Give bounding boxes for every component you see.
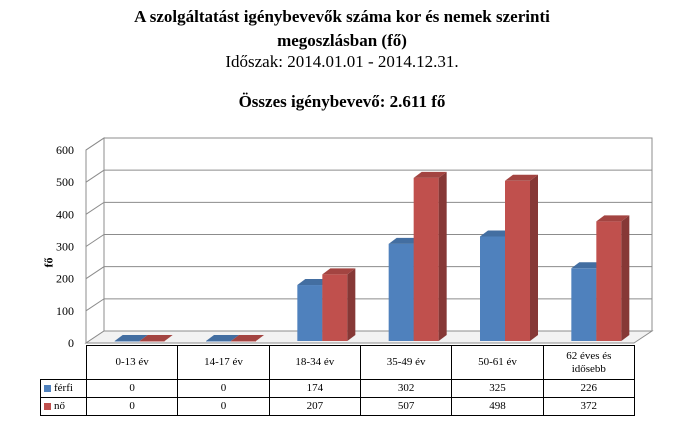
y-tick-label: 500 (56, 175, 74, 189)
table-row: nő 0 0 207 507 498 372 (40, 397, 635, 416)
y-tick-label: 200 (56, 272, 74, 286)
data-table: 0-13 év 14-17 év 18-34 év 35-49 év 50-61 év 6… (40, 345, 635, 416)
y-tick-label: 0 (68, 336, 74, 350)
chart-title-line1: A szolgáltatást igénybevevők száma kor é… (134, 7, 550, 26)
x-tick-label: 62 éves és idősebb (542, 345, 635, 380)
bar-nő-3 (413, 171, 447, 341)
bar-nő-4 (505, 174, 538, 341)
data-label: 207 (268, 397, 361, 416)
bar-nő-2 (322, 268, 356, 341)
legend-entry: férfi (40, 379, 87, 398)
data-label: 0 (177, 379, 270, 398)
x-tick-label-line: idősebb (571, 362, 606, 375)
gridline (85, 169, 652, 183)
gridline (85, 234, 652, 247)
bar-nő-1 (231, 335, 264, 342)
legend-label: férfi (54, 382, 73, 394)
y-tick-label: 300 (56, 240, 74, 254)
chart-title-line2: megoszlásban (fő) (277, 31, 407, 50)
data-label: 0 (85, 397, 179, 416)
x-tick-label-line: 18-34 év (295, 356, 335, 368)
data-label: 0 (177, 397, 270, 416)
x-tick-label: 35-49 év (359, 345, 453, 380)
data-label: 226 (542, 379, 635, 398)
x-tick-label: 14-17 év (177, 345, 270, 380)
x-tick-label-line: 35-49 év (386, 356, 426, 368)
table-corner (40, 345, 87, 380)
legend-swatch (44, 384, 51, 392)
x-tick-label-line: 62 éves és (566, 349, 612, 362)
x-tick-label: 50-61 év (451, 345, 544, 380)
data-label: 507 (359, 397, 453, 416)
data-label: 174 (268, 379, 361, 398)
gridline (85, 201, 652, 215)
y-tick-label: 600 (56, 143, 74, 157)
x-tick-label-line: 14-17 év (204, 356, 243, 368)
legend-entry: nő (40, 397, 87, 416)
legend-label: nő (54, 400, 65, 412)
gridline (85, 266, 652, 280)
x-tick-label-line: 50-61 év (478, 356, 517, 368)
y-tick-label: 100 (56, 304, 74, 318)
gridline (85, 298, 652, 312)
chart-period: Időszak: 2014.01.01 - 2014.12.31. (225, 52, 459, 71)
data-label: 372 (542, 397, 635, 416)
y-tick-label: 400 (56, 207, 74, 221)
x-tick-label-line: 0-13 év (115, 356, 149, 368)
bar-férfi-1 (206, 335, 239, 342)
legend-swatch (44, 402, 51, 410)
table-row: férfi 0 0 174 302 325 226 (40, 379, 635, 398)
bar-férfi-0 (114, 335, 148, 342)
bar-nő-5 (596, 215, 630, 341)
chart-total: Összes igénybevevő: 2.611 fő (238, 92, 446, 111)
data-label: 302 (359, 379, 453, 398)
data-label: 0 (85, 379, 179, 398)
gridline (85, 137, 652, 151)
floor (84, 330, 654, 344)
data-label: 325 (451, 379, 544, 398)
data-label: 498 (451, 397, 544, 416)
x-tick-label: 18-34 év (268, 345, 361, 380)
x-tick-label: 0-13 év (85, 345, 179, 380)
bar-nő-0 (139, 335, 173, 342)
